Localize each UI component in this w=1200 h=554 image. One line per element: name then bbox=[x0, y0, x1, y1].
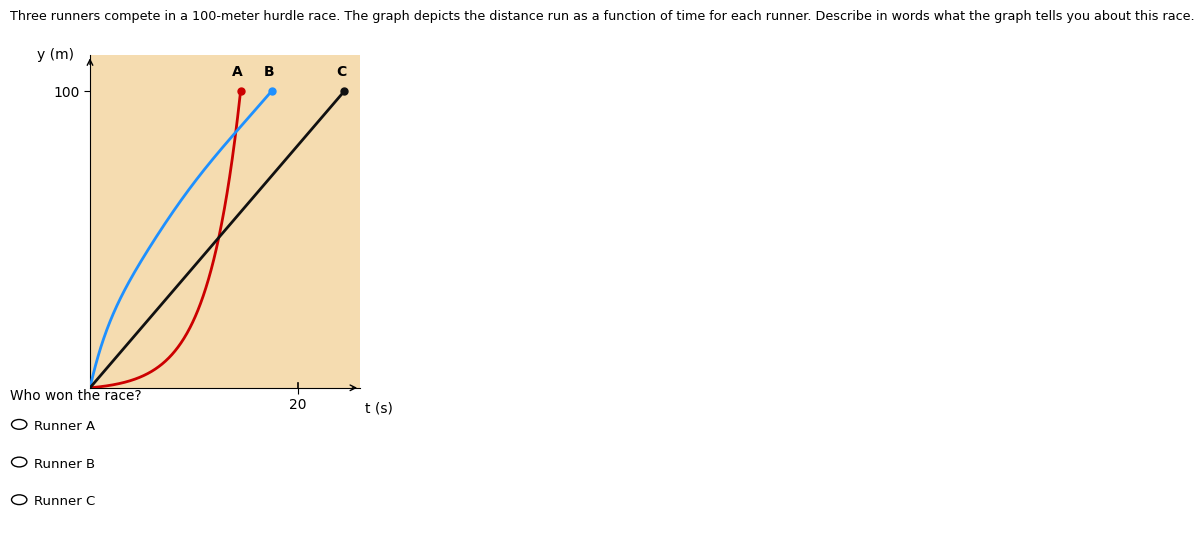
Text: t (s): t (s) bbox=[365, 402, 394, 416]
Text: Runner B: Runner B bbox=[34, 458, 95, 471]
Text: Runner A: Runner A bbox=[34, 420, 95, 433]
Text: C: C bbox=[336, 65, 347, 79]
Text: A: A bbox=[232, 65, 242, 79]
Text: Three runners compete in a 100-meter hurdle race. The graph depicts the distance: Three runners compete in a 100-meter hur… bbox=[10, 10, 1194, 23]
Text: Runner C: Runner C bbox=[34, 495, 95, 509]
Text: Who won the race?: Who won the race? bbox=[10, 389, 142, 403]
Text: B: B bbox=[263, 65, 274, 79]
Text: y (m): y (m) bbox=[37, 48, 74, 63]
